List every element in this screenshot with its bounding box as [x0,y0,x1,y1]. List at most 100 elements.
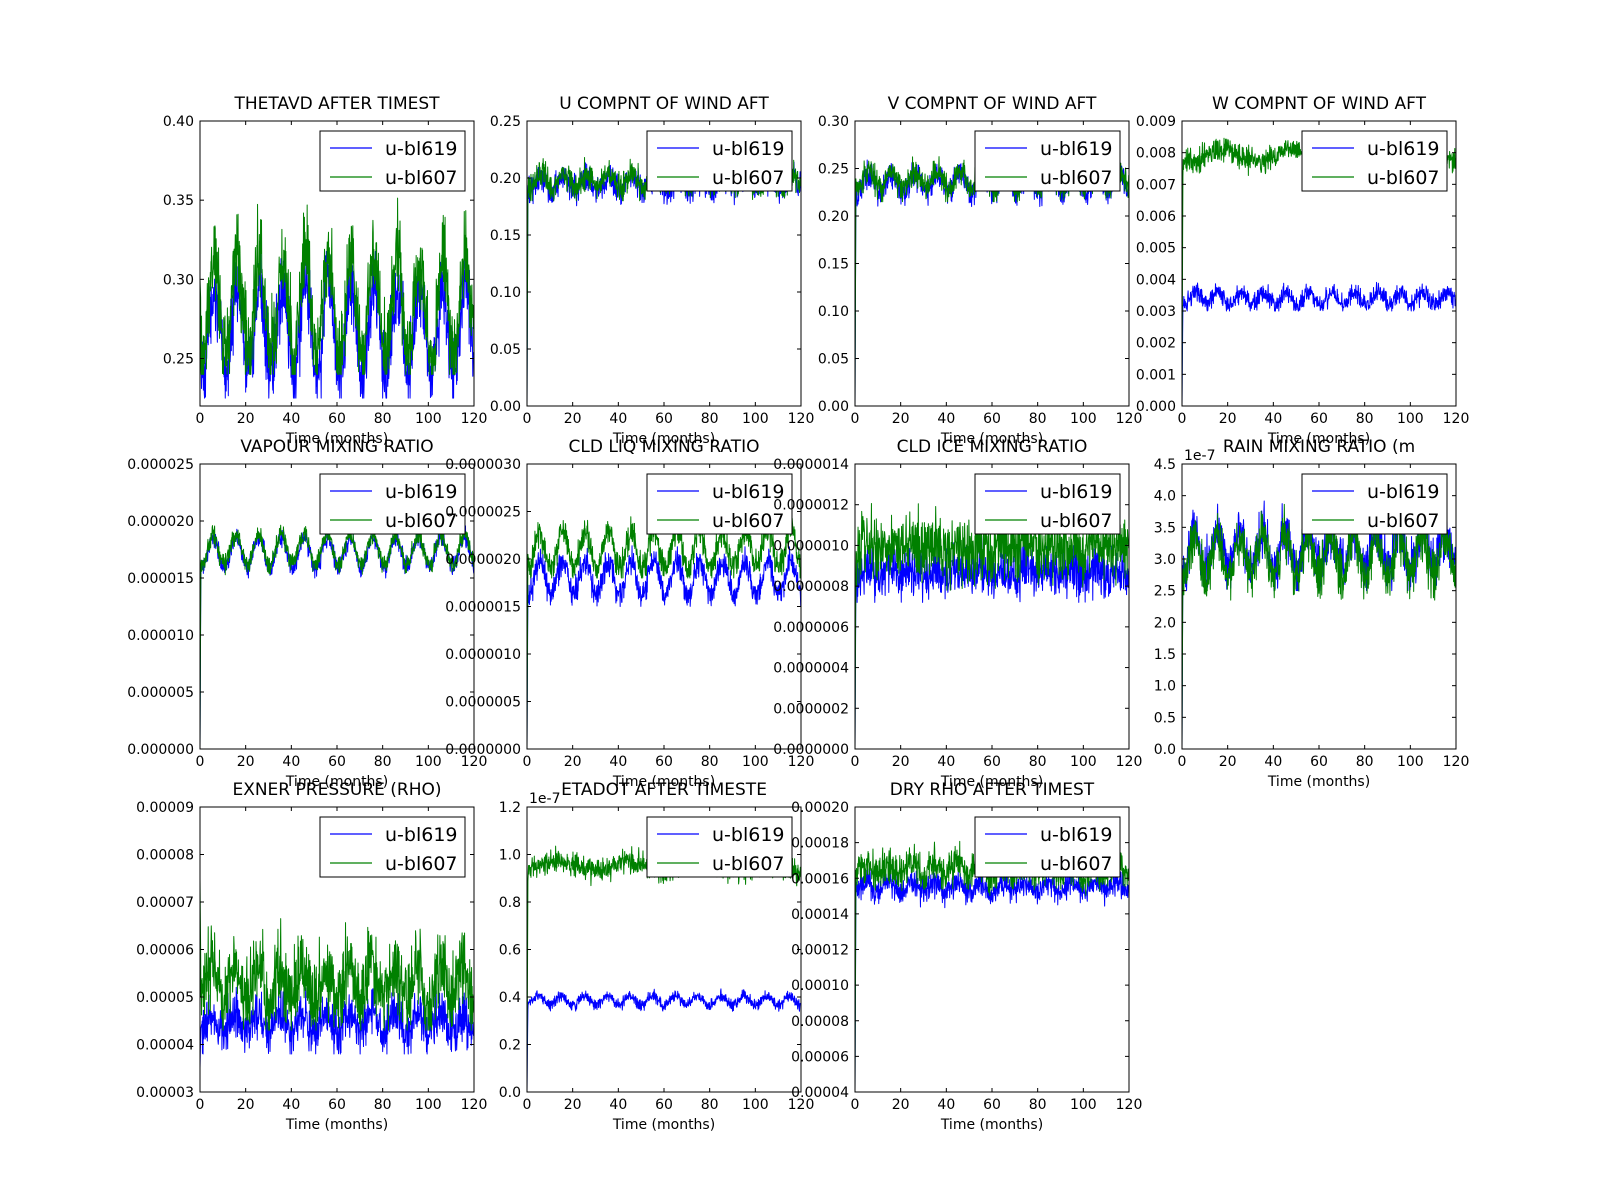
x-tick-label: 40 [609,754,627,770]
legend: u-bl619 u-bl607 [646,130,793,192]
x-tick-label: 40 [282,411,300,427]
subplot: 0 20 40 60 80 100 120 0.25 0.30 0.35 0.40 THETAVD A… [163,94,488,447]
x-tick-label: 80 [1356,754,1374,770]
x-axis-label: Time (months) [1267,774,1370,790]
x-tick-label: 0 [523,754,532,770]
x-tick-label: 20 [892,754,910,770]
y-tick-label: 3.0 [1154,552,1176,568]
x-tick-label: 20 [237,1097,255,1113]
x-tick-label: 120 [1116,1097,1143,1113]
x-tick-label: 100 [1397,754,1424,770]
x-axis-label: Time (months) [940,431,1043,447]
x-tick-label: 0 [1178,411,1187,427]
y-tick-label: 0.007 [1136,177,1176,193]
x-tick-label: 40 [609,1097,627,1113]
x-tick-label: 100 [415,411,442,427]
y-tick-label: 1.0 [1154,679,1176,695]
y-tick-label: 0.003 [1136,304,1176,320]
y-tick-label: 0.008 [1136,146,1176,162]
legend-label: u-bl607 [1367,167,1440,189]
y-tick-label: 0.0000000 [445,742,521,758]
x-tick-label: 80 [1356,411,1374,427]
x-tick-label: 80 [701,1097,719,1113]
y-tick-label: 0.35 [163,193,194,209]
x-tick-label: 120 [1443,754,1470,770]
x-tick-label: 0 [851,1097,860,1113]
subplot-title: RAIN MIXING RATIO (m [1223,437,1415,457]
subplot: 0 20 40 60 80 100 120 0.00003 0.00004 0.00005 0.00… [136,780,487,1133]
x-tick-label: 40 [937,1097,955,1113]
x-tick-label: 80 [701,754,719,770]
x-axis-label: Time (months) [612,1117,715,1133]
legend: u-bl619 u-bl607 [1301,473,1448,535]
x-tick-label: 100 [1070,1097,1097,1113]
x-tick-label: 40 [937,411,955,427]
x-tick-label: 20 [1219,754,1237,770]
y-tick-label: 0.009 [1136,114,1176,130]
series-line-u-bl607 [854,840,1130,1093]
y-tick-label: 0.05 [818,352,849,368]
y-tick-label: 0.25 [490,114,521,130]
subplot-title: V COMPNT OF WIND AFT [888,94,1097,114]
x-tick-label: 60 [983,1097,1001,1113]
y-tick-label: 0.000020 [127,514,194,530]
x-tick-label: 100 [742,1097,769,1113]
x-tick-label: 0 [1178,754,1187,770]
y-tick-label: 0.000000 [127,742,194,758]
legend-label: u-bl619 [385,138,458,160]
x-tick-label: 0 [196,1097,205,1113]
subplot-title: W COMPNT OF WIND AFT [1212,94,1427,114]
legend-label: u-bl607 [1367,510,1440,532]
y-tick-label: 0.000010 [127,628,194,644]
x-tick-label: 20 [1219,411,1237,427]
y-tick-label: 0.00014 [791,907,849,923]
x-tick-label: 100 [1070,754,1097,770]
y-tick-label: 0.00010 [791,978,849,994]
legend-box [646,816,793,878]
x-axis-label: Time (months) [940,774,1043,790]
y-tick-label: 0.15 [818,257,849,273]
y-tick-label: 0.00004 [136,1038,194,1054]
y-tick-label: 4.0 [1154,489,1176,505]
x-tick-label: 20 [564,754,582,770]
subplot-title: VAPOUR MIXING RATIO [240,437,433,457]
y-tick-label: 0.001 [1136,367,1176,383]
x-tick-label: 80 [701,411,719,427]
y-tick-label: 0.00018 [791,836,849,852]
x-tick-label: 60 [983,411,1001,427]
series-line-u-bl619 [199,986,475,1069]
x-axis-label: Time (months) [612,431,715,447]
y-tick-label: 0.10 [490,285,521,301]
subplot-title: EXNER PRESSURE (RHO) [232,780,441,800]
legend-label: u-bl607 [712,167,785,189]
legend-label: u-bl607 [1040,510,1113,532]
y-tick-label: 0.25 [163,352,194,368]
y-tick-label: 0.005 [1136,241,1176,257]
series-line-u-bl619 [526,988,802,1093]
x-tick-label: 120 [461,411,488,427]
y-tick-label: 3.5 [1154,520,1176,536]
series-line-u-bl607 [1181,503,1457,750]
series-line-u-bl607 [199,878,475,1031]
x-tick-label: 60 [328,1097,346,1113]
y-tick-label: 0.000015 [127,571,194,587]
subplot: 0 20 40 60 80 100 1200.00000000.00000020.00000… [773,437,1142,790]
x-tick-label: 0 [196,411,205,427]
y-tick-label: 0.6 [499,943,521,959]
x-tick-label: 60 [328,754,346,770]
x-tick-label: 80 [374,1097,392,1113]
x-tick-label: 20 [564,1097,582,1113]
subplot: 0 20 40 60 80 100 120 0.00 0.05 0.10 0.15 0.20 0.25 0… [818,94,1143,447]
legend-label: u-bl619 [1367,138,1440,160]
y-tick-label: 0.00006 [136,943,194,959]
y-tick-label: 0.00005 [136,990,194,1006]
x-tick-label: 100 [415,1097,442,1113]
x-tick-label: 120 [1443,411,1470,427]
x-tick-label: 100 [1070,411,1097,427]
x-axis-label: Time (months) [1267,431,1370,447]
x-tick-label: 20 [892,1097,910,1113]
subplot-title: ETADOT AFTER TIMESTE [561,780,767,800]
subplot-title: DRY RHO AFTER TIMEST [890,780,1095,800]
y-tick-label: 0.0000014 [773,457,849,473]
legend-label: u-bl619 [712,481,785,503]
